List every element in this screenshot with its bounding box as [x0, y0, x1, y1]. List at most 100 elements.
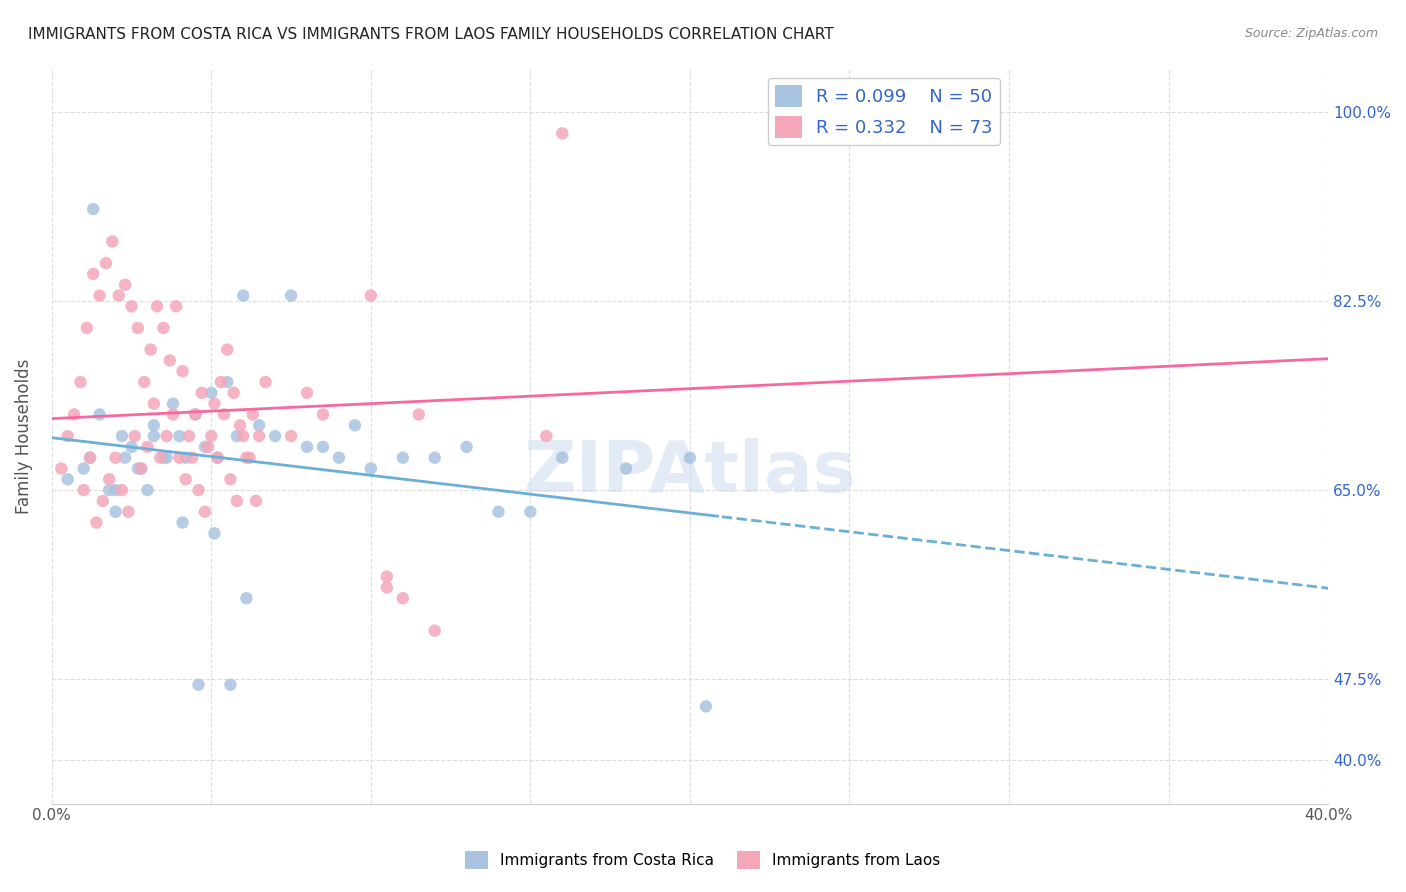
Point — [142, 418, 165, 433]
Text: ZIPAtlas: ZIPAtlas — [523, 438, 856, 508]
Point — [76, 321, 98, 335]
Point — [614, 461, 637, 475]
Point — [169, 450, 191, 465]
Point — [264, 429, 287, 443]
Point — [56, 472, 79, 486]
Point — [129, 461, 152, 475]
Point — [343, 418, 366, 433]
Point — [107, 288, 129, 302]
Point — [98, 472, 121, 486]
Point — [101, 235, 124, 249]
Point — [111, 483, 134, 497]
Point — [312, 408, 335, 422]
Text: Source: ZipAtlas.com: Source: ZipAtlas.com — [1244, 27, 1378, 40]
Point — [127, 461, 149, 475]
Point — [121, 440, 143, 454]
Point — [328, 450, 350, 465]
Point — [207, 450, 229, 465]
Point — [551, 127, 574, 141]
Point — [82, 267, 104, 281]
Point — [129, 461, 152, 475]
Point — [79, 450, 101, 465]
Point — [391, 450, 413, 465]
Point — [127, 321, 149, 335]
Point — [239, 450, 262, 465]
Point — [280, 288, 302, 302]
Point — [94, 256, 117, 270]
Point — [187, 483, 209, 497]
Point — [235, 591, 257, 606]
Point — [104, 483, 127, 497]
Point — [375, 569, 398, 583]
Point — [98, 483, 121, 497]
Point — [156, 450, 179, 465]
Point — [117, 505, 139, 519]
Text: IMMIGRANTS FROM COSTA RICA VS IMMIGRANTS FROM LAOS FAMILY HOUSEHOLDS CORRELATION: IMMIGRANTS FROM COSTA RICA VS IMMIGRANTS… — [28, 27, 834, 42]
Point — [232, 429, 254, 443]
Point — [408, 408, 430, 422]
Point — [89, 288, 111, 302]
Point — [280, 429, 302, 443]
Point — [91, 494, 114, 508]
Point — [104, 505, 127, 519]
Point — [56, 429, 79, 443]
Point — [360, 288, 382, 302]
Point — [51, 461, 73, 475]
Point — [152, 450, 174, 465]
Point — [69, 375, 91, 389]
Point — [79, 450, 101, 465]
Point — [187, 678, 209, 692]
Point — [200, 385, 222, 400]
Point — [162, 397, 184, 411]
Point — [247, 418, 270, 433]
Point — [551, 450, 574, 465]
Point — [254, 375, 277, 389]
Point — [89, 408, 111, 422]
Point — [104, 450, 127, 465]
Point — [423, 624, 446, 638]
Point — [184, 408, 207, 422]
Point — [360, 461, 382, 475]
Point — [174, 472, 197, 486]
Point — [114, 450, 136, 465]
Point — [152, 321, 174, 335]
Point — [219, 678, 242, 692]
Point — [86, 516, 108, 530]
Point — [247, 429, 270, 443]
Y-axis label: Family Households: Family Households — [15, 359, 32, 514]
Point — [190, 385, 212, 400]
Point — [174, 450, 197, 465]
Point — [295, 385, 318, 400]
Point — [312, 440, 335, 454]
Point — [172, 364, 194, 378]
Point — [172, 516, 194, 530]
Point — [136, 483, 159, 497]
Point — [156, 429, 179, 443]
Point — [121, 299, 143, 313]
Point — [423, 450, 446, 465]
Point — [209, 375, 232, 389]
Point — [177, 429, 200, 443]
Legend: Immigrants from Costa Rica, Immigrants from Laos: Immigrants from Costa Rica, Immigrants f… — [460, 845, 946, 875]
Point — [204, 397, 226, 411]
Point — [391, 591, 413, 606]
Point — [225, 494, 247, 508]
Point — [217, 375, 239, 389]
Point — [488, 505, 510, 519]
Point — [142, 429, 165, 443]
Point — [134, 375, 156, 389]
Point — [219, 472, 242, 486]
Point — [242, 408, 264, 422]
Point — [295, 440, 318, 454]
Point — [142, 397, 165, 411]
Point — [222, 385, 245, 400]
Point — [197, 440, 219, 454]
Point — [519, 0, 541, 11]
Point — [111, 429, 134, 443]
Point — [235, 450, 257, 465]
Point — [82, 202, 104, 216]
Point — [217, 343, 239, 357]
Point — [181, 450, 204, 465]
Point — [212, 408, 235, 422]
Point — [114, 277, 136, 292]
